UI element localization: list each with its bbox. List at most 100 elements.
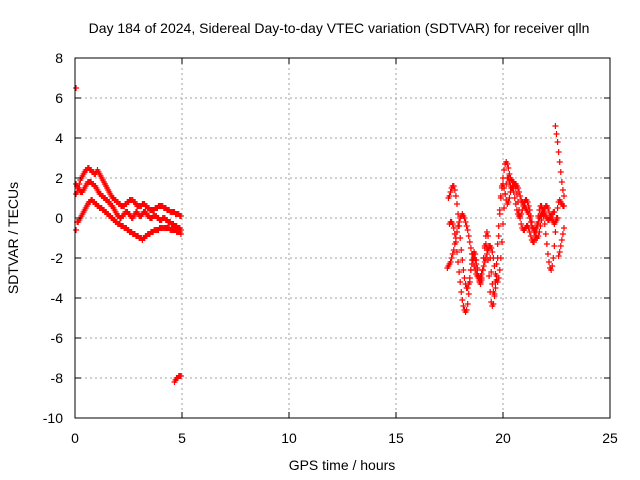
data-point	[532, 235, 539, 241]
data-point	[555, 253, 562, 259]
data-point	[460, 303, 467, 309]
data-point	[479, 267, 486, 273]
data-point	[464, 285, 471, 291]
data-point	[465, 233, 472, 239]
data-point	[511, 195, 518, 201]
data-point	[520, 203, 527, 209]
data-point	[467, 267, 474, 273]
data-point	[457, 235, 464, 241]
data-point	[540, 213, 547, 219]
data-point	[493, 261, 500, 267]
data-point	[446, 193, 453, 199]
data-point	[491, 293, 498, 299]
x-tick-labels: 0 5 10 15 20 25	[71, 430, 618, 446]
data-point	[452, 239, 459, 245]
data-point	[494, 255, 501, 261]
data-point	[457, 279, 464, 285]
data-point	[489, 281, 496, 287]
data-point	[498, 239, 505, 245]
chart-title: Day 184 of 2024, Sidereal Day-to-day VTE…	[89, 20, 590, 36]
y-tick-label: -10	[43, 410, 63, 426]
data-point	[498, 185, 505, 191]
data-point	[501, 167, 508, 173]
data-point	[447, 189, 454, 195]
data-point	[510, 189, 517, 195]
data-point	[505, 165, 512, 171]
data-point	[553, 131, 560, 137]
data-point	[505, 199, 512, 205]
data-point	[450, 183, 457, 189]
data-point	[462, 219, 469, 225]
data-point	[553, 215, 560, 221]
data-point	[538, 203, 545, 209]
data-point	[512, 185, 519, 191]
data-point	[492, 279, 499, 285]
y-tick-label: 0	[55, 210, 63, 226]
data-point	[518, 211, 525, 217]
data-point	[559, 231, 566, 237]
data-point	[551, 243, 558, 249]
data-point	[459, 297, 466, 303]
data-point	[466, 239, 473, 245]
x-axis-label: GPS time / hours	[289, 457, 396, 473]
data-point	[541, 221, 548, 227]
data-point	[558, 237, 565, 243]
data-point	[555, 149, 562, 155]
data-point	[537, 223, 544, 229]
data-point	[514, 199, 521, 205]
data-point	[560, 193, 567, 199]
data-point	[483, 229, 490, 235]
data-point	[501, 205, 508, 211]
data-point	[451, 231, 458, 237]
data-point	[527, 233, 534, 239]
data-point	[506, 195, 513, 201]
x-tick-label: 20	[495, 430, 511, 446]
y-tick-labels: -10 -8 -6 -4 -2 0 2 4 6 8	[43, 50, 63, 426]
data-point	[504, 161, 511, 167]
data-point	[449, 221, 456, 227]
data-point	[524, 199, 531, 205]
data-point	[461, 275, 468, 281]
y-tick-label: -4	[51, 290, 64, 306]
data-point	[458, 289, 465, 295]
data-point	[494, 241, 501, 247]
data-point	[466, 279, 473, 285]
data-point	[493, 273, 500, 279]
y-tick-label: -6	[51, 330, 64, 346]
data-point	[453, 249, 460, 255]
data-point	[492, 285, 499, 291]
data-point	[554, 205, 561, 211]
data-point	[500, 181, 506, 187]
data-point	[458, 247, 465, 253]
data-point	[455, 259, 462, 265]
data-point	[531, 239, 538, 245]
data-point	[560, 203, 567, 209]
data-point	[517, 193, 524, 199]
data-point	[526, 229, 533, 235]
data-point	[528, 219, 535, 225]
data-point	[558, 179, 565, 185]
x-tick-label: 0	[71, 430, 79, 446]
data-point	[544, 205, 551, 211]
data-point	[557, 169, 564, 175]
data-point	[477, 281, 484, 287]
data-point	[557, 243, 564, 249]
data-point	[488, 269, 495, 275]
data-point	[464, 301, 471, 307]
y-tick-label: 8	[55, 50, 63, 66]
data-point	[485, 233, 492, 239]
data-point	[486, 273, 493, 279]
data-point	[453, 201, 460, 207]
data-point	[448, 255, 455, 261]
data-point	[543, 241, 550, 247]
plot-frame	[74, 57, 611, 419]
data-points	[73, 85, 567, 385]
data-point	[73, 85, 80, 91]
data-point	[177, 373, 184, 379]
data-point	[465, 291, 472, 297]
data-point	[481, 259, 488, 265]
x-tick-label: 10	[281, 430, 297, 446]
data-point	[460, 267, 467, 273]
data-point	[538, 217, 545, 223]
data-point	[490, 301, 497, 307]
